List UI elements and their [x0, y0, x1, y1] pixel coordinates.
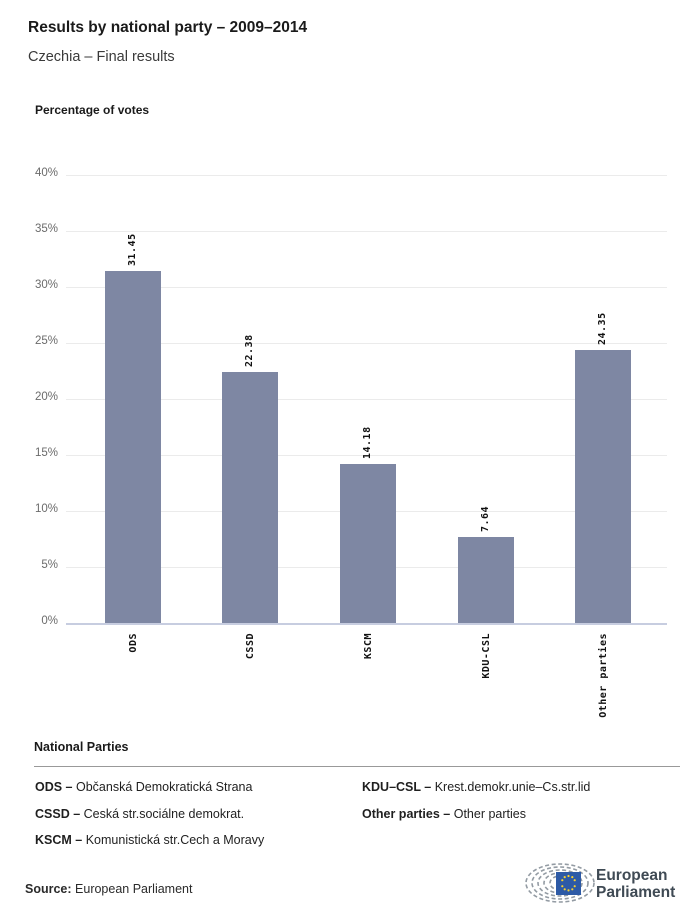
bar-cssd: [222, 372, 279, 623]
bar-value-label: 31.45: [126, 233, 138, 266]
bar-chart: 0% 5% 10% 15% 20% 25% 30% 35% 40% 31.45 ODS 22.38 CS…: [34, 167, 667, 718]
legend-item: ODS – Občanská Demokratická Strana: [35, 779, 264, 806]
party-code: ODS –: [35, 780, 73, 794]
source-line: Source: European Parliament: [25, 882, 192, 896]
party-code: Other parties –: [362, 806, 451, 821]
y-tick-label: 10%: [34, 503, 58, 515]
source-value: European Parliament: [75, 882, 193, 896]
eu-flag-icon: [556, 872, 581, 895]
y-tick-label: 0%: [41, 615, 58, 627]
bar-kscm: [340, 464, 396, 623]
x-tick-label: CSSD: [245, 633, 257, 660]
source-label: Source:: [25, 882, 72, 896]
party-code: CSSD –: [35, 806, 81, 821]
chart-axis-title: Percentage of votes: [35, 103, 150, 117]
y-tick-label: 40%: [34, 167, 58, 179]
gridline: [66, 455, 667, 456]
y-tick-label: 25%: [34, 335, 58, 347]
bar-value-label: 22.38: [244, 334, 256, 368]
page-title: Results by national party – 2009–2014: [28, 19, 308, 36]
party-name: Komunistická str.Cech a Moravy: [85, 833, 265, 847]
bar-value-label: 24.35: [597, 312, 609, 346]
legend-item: KSCM – Komunistická str.Cech a Moravy: [35, 832, 264, 859]
gridline: [66, 287, 667, 288]
party-name: Občanská Demokratická Strana: [76, 780, 253, 794]
legend-divider: [34, 766, 680, 767]
party-name: Other parties: [453, 806, 526, 821]
gridline: [66, 343, 667, 344]
party-code: KDU–CSL –: [362, 780, 432, 794]
legend-column-right: KDU–CSL – Krest.demokr.unie–Cs.str.lid O…: [362, 779, 590, 832]
legend-heading: National Parties: [34, 740, 129, 754]
party-name: Krest.demokr.unie–Cs.str.lid: [434, 780, 591, 794]
y-tick-label: 5%: [41, 559, 58, 571]
x-tick-label: KDU-CSL: [480, 633, 492, 679]
legend-column-left: ODS – Občanská Demokratická Strana CSSD …: [35, 779, 264, 859]
y-tick-label: 30%: [34, 279, 58, 291]
bar-ods: [104, 270, 161, 623]
gridline: [66, 399, 667, 400]
gridline: [66, 231, 667, 232]
x-tick-label: ODS: [127, 633, 139, 653]
x-tick-label: Other parties: [598, 633, 610, 718]
logo-line2: Parliament: [596, 884, 675, 901]
legend-item: CSSD – Ceská str.sociálne demokrat.: [35, 806, 264, 833]
x-axis-line: [66, 623, 667, 625]
bar-kdu-csl: [457, 537, 514, 623]
bar-other-parties: [575, 350, 632, 623]
european-parliament-logo: European Parliament: [525, 863, 675, 903]
party-code: KSCM –: [35, 833, 83, 847]
y-tick-label: 20%: [34, 391, 58, 403]
legend-item: Other parties – Other parties: [362, 806, 590, 833]
party-name: Ceská str.sociálne demokrat.: [83, 806, 245, 821]
logo-wordmark: European Parliament: [596, 867, 675, 901]
gridline: [66, 175, 667, 176]
bar-value-label: 7.64: [479, 506, 491, 533]
logo-line1: European: [596, 867, 667, 884]
y-tick-label: 15%: [34, 447, 58, 459]
y-tick-label: 35%: [34, 223, 58, 235]
bar-value-label: 14.18: [362, 426, 373, 460]
page-subtitle: Czechia – Final results: [28, 49, 175, 65]
legend-item: KDU–CSL – Krest.demokr.unie–Cs.str.lid: [362, 779, 590, 806]
x-tick-label: KSCM: [363, 633, 374, 660]
